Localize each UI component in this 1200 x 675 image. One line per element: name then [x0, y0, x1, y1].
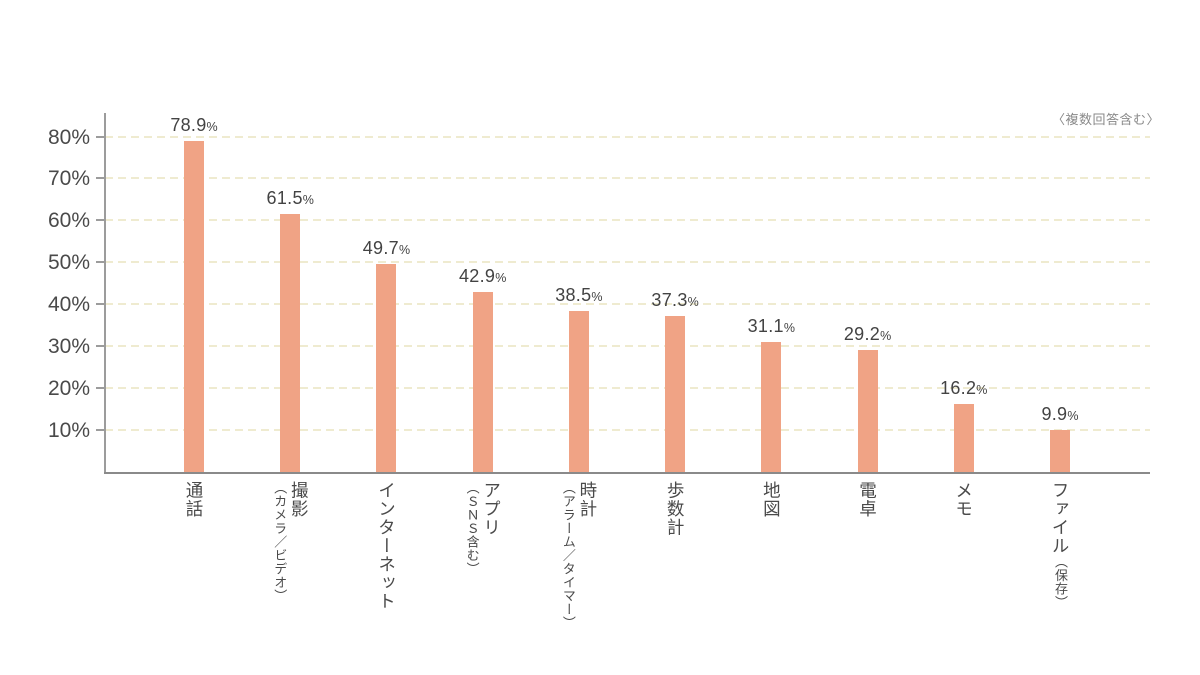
bar — [665, 315, 686, 472]
gridline — [105, 135, 1150, 138]
bar-value-percent-sign: % — [687, 294, 699, 309]
x-axis-label: ファイル（保存） — [1049, 481, 1071, 609]
multiple-answers-note: 〈複数回答含む〉 — [1051, 112, 1160, 127]
bar-value-number: 37.3 — [651, 289, 688, 310]
bar-value-label: 49.7% — [338, 239, 434, 258]
bar-value-number: 38.5 — [555, 284, 592, 305]
x-axis-label: インターネット — [375, 481, 397, 611]
bar-value-number: 49.7 — [362, 237, 399, 258]
gridline — [105, 345, 1150, 348]
bar-value-number: 31.1 — [747, 315, 784, 336]
bar-value-number: 29.2 — [843, 323, 881, 344]
x-axis-label-main: 地図 — [761, 481, 782, 518]
y-axis-tick — [96, 303, 104, 306]
bar-value-label: 16.2% — [916, 379, 1012, 398]
x-axis-label-main: アプリ — [481, 481, 502, 537]
bar — [857, 349, 878, 472]
bar-value-percent-sign: % — [398, 242, 411, 257]
x-axis-label: 時計 （アラーム／タイマー） — [559, 481, 599, 630]
x-axis-label-main: インターネット — [376, 481, 397, 611]
y-axis-tick — [96, 429, 104, 432]
bar-value-number: 78.9 — [170, 115, 207, 136]
y-axis-tick-label: 10% — [47, 419, 90, 443]
y-axis-tick — [96, 177, 104, 180]
bar-value-label: 42.9% — [435, 267, 531, 286]
bar-value-percent-sign: % — [880, 328, 892, 343]
y-axis-line — [104, 113, 106, 474]
x-axis-label: メモ — [953, 481, 975, 518]
bar — [568, 310, 589, 472]
y-axis-tick-label: 40% — [47, 293, 90, 317]
bar-value-percent-sign: % — [976, 383, 988, 398]
bar-value-label: 78.9% — [146, 116, 242, 135]
gridline — [105, 429, 1150, 432]
bar-value-label: 29.2% — [820, 325, 916, 344]
x-axis-label-sub: （アラーム／タイマー） — [560, 481, 576, 630]
x-axis-label-main: ファイル（保存） — [1049, 481, 1070, 609]
bar — [472, 292, 493, 472]
gridline — [105, 177, 1150, 180]
bar-value-percent-sign: % — [783, 320, 795, 335]
y-axis-tick-label: 70% — [47, 167, 90, 191]
bar-value-number: 16.2 — [940, 378, 977, 399]
y-axis-tick — [96, 261, 104, 264]
bar-value-number: 61.5 — [266, 188, 303, 209]
bar-value-label: 38.5% — [531, 286, 627, 305]
gridline — [105, 219, 1150, 222]
bar-value-label: 31.1% — [723, 317, 819, 336]
bar — [761, 341, 782, 472]
y-axis-tick-label: 50% — [47, 251, 90, 275]
bar-value-number: 42.9 — [458, 266, 496, 287]
y-axis-tick-label: 80% — [47, 125, 90, 149]
x-axis-label-main: 歩数計 — [665, 481, 686, 537]
bar-value-label: 61.5% — [242, 189, 338, 208]
x-axis-label-main: 時計 — [577, 481, 598, 518]
x-axis-label: 撮影 （カメラ／ビデオ） — [270, 481, 310, 603]
x-axis-label: 歩数計 — [664, 481, 686, 537]
gridline — [105, 261, 1150, 264]
bar-value-label: 37.3% — [627, 291, 723, 310]
bar — [953, 404, 974, 472]
bar — [1049, 430, 1070, 472]
x-axis-label-sub: （保存） — [1052, 555, 1068, 609]
bar-value-percent-sign: % — [495, 271, 507, 286]
bar-value-percent-sign: % — [1067, 409, 1079, 424]
x-axis-label: 通話 — [183, 481, 205, 518]
y-axis-tick — [96, 387, 104, 390]
x-axis-label-sub: （ＳＮＳ含む） — [464, 481, 480, 576]
bar — [184, 141, 204, 472]
x-axis-label: 地図 — [760, 481, 782, 518]
x-axis-label-main: 通話 — [184, 481, 204, 518]
x-axis-line — [104, 472, 1150, 474]
y-axis-tick-label: 30% — [47, 335, 90, 359]
bar — [280, 214, 301, 472]
bar — [376, 263, 397, 472]
gridline — [105, 387, 1150, 390]
x-axis-label-sub: （カメラ／ビデオ） — [272, 481, 288, 603]
x-axis-label-main: 電卓 — [857, 481, 878, 518]
bar-value-number: 9.9 — [1041, 404, 1068, 425]
y-axis-tick-label: 60% — [47, 209, 90, 233]
y-axis-tick-label: 20% — [47, 377, 90, 401]
bar-value-label: 9.9% — [1012, 405, 1108, 424]
y-axis-tick — [96, 135, 104, 138]
y-axis-tick — [96, 219, 104, 222]
x-axis-label: アプリ （ＳＮＳ含む） — [463, 481, 503, 576]
x-axis-label-main: 撮影 — [289, 481, 310, 518]
bar-value-percent-sign: % — [302, 193, 314, 208]
x-axis-label-main: メモ — [953, 481, 974, 518]
x-axis-label: 電卓 — [857, 481, 879, 518]
y-axis-tick — [96, 345, 104, 348]
bar-value-percent-sign: % — [591, 289, 603, 304]
gridline — [105, 303, 1150, 306]
bar-value-percent-sign: % — [206, 120, 218, 135]
